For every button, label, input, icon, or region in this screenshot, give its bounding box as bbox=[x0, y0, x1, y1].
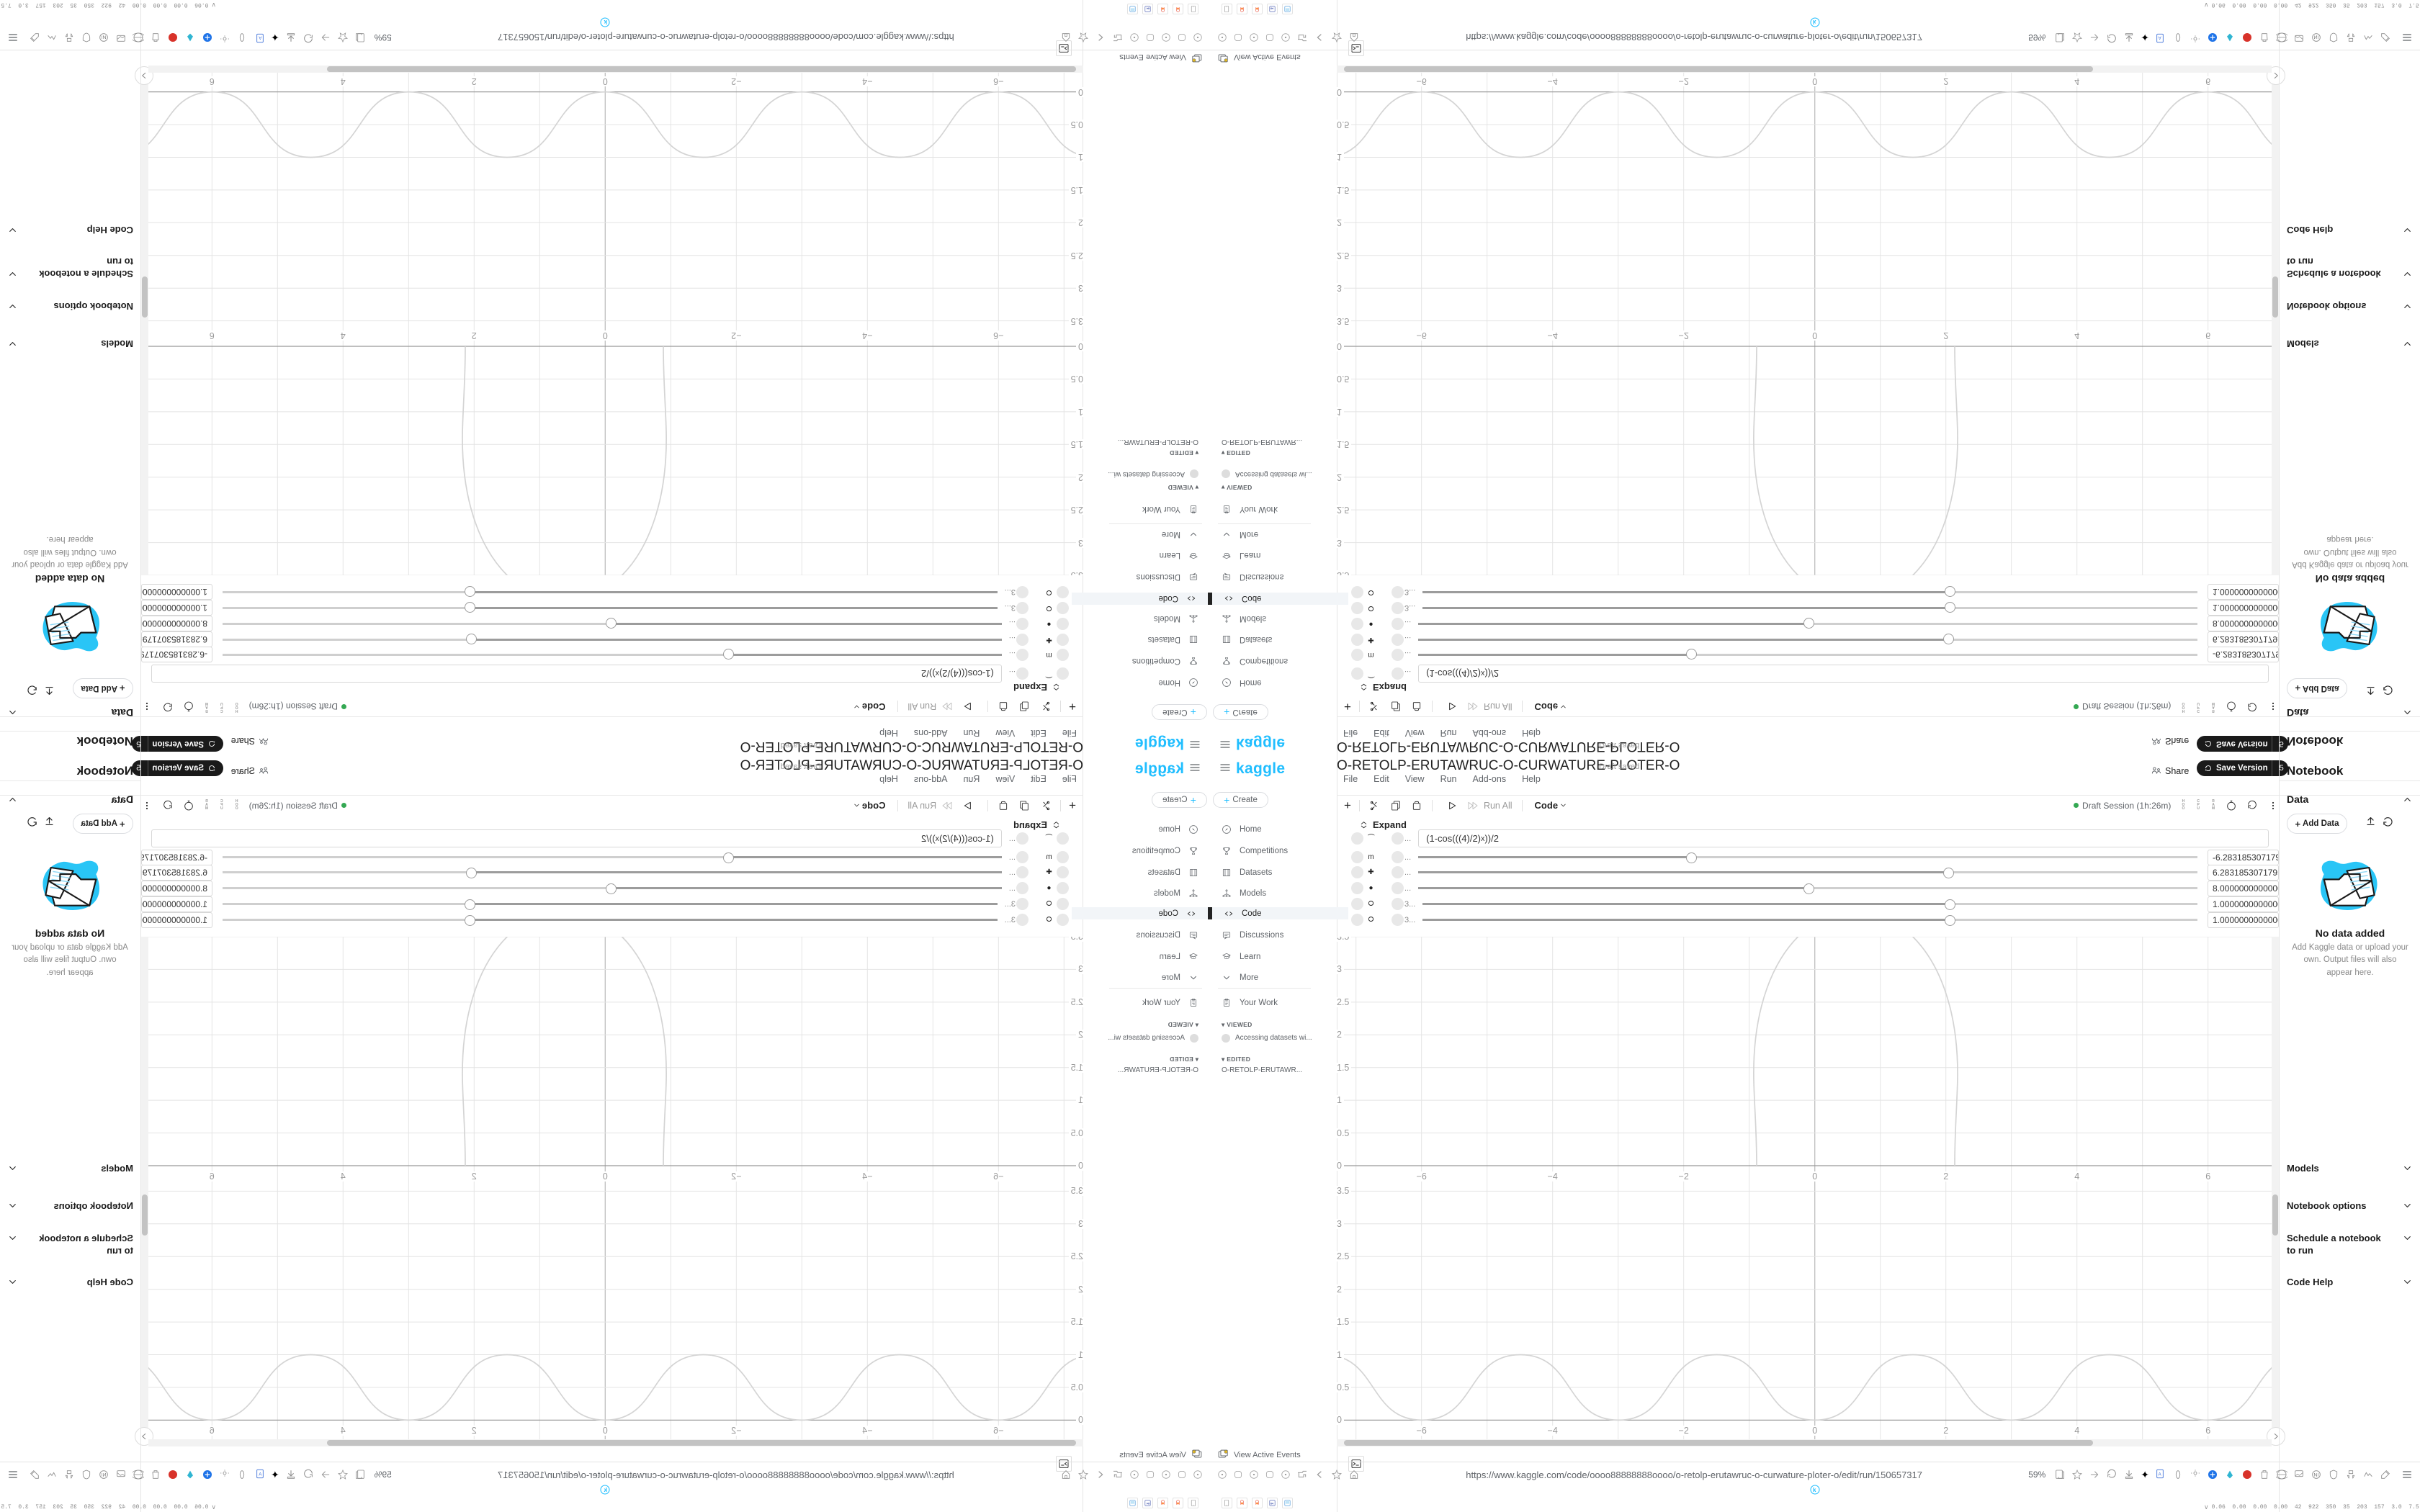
svg-text:64: 64 bbox=[1146, 7, 1150, 10]
svg-text:A: A bbox=[259, 1472, 261, 1477]
svg-text:A: A bbox=[2159, 1472, 2161, 1477]
svg-text:k: k bbox=[1813, 1487, 1816, 1493]
svg-text:k: k bbox=[604, 19, 607, 26]
svg-text:A: A bbox=[2159, 35, 2161, 40]
svg-text:A: A bbox=[259, 35, 261, 40]
svg-text:k: k bbox=[1813, 19, 1816, 26]
svg-text:64: 64 bbox=[1146, 1502, 1150, 1505]
svg-text:k: k bbox=[604, 1487, 607, 1493]
svg-text:64: 64 bbox=[1270, 7, 1274, 10]
svg-text:64: 64 bbox=[1270, 1502, 1274, 1505]
